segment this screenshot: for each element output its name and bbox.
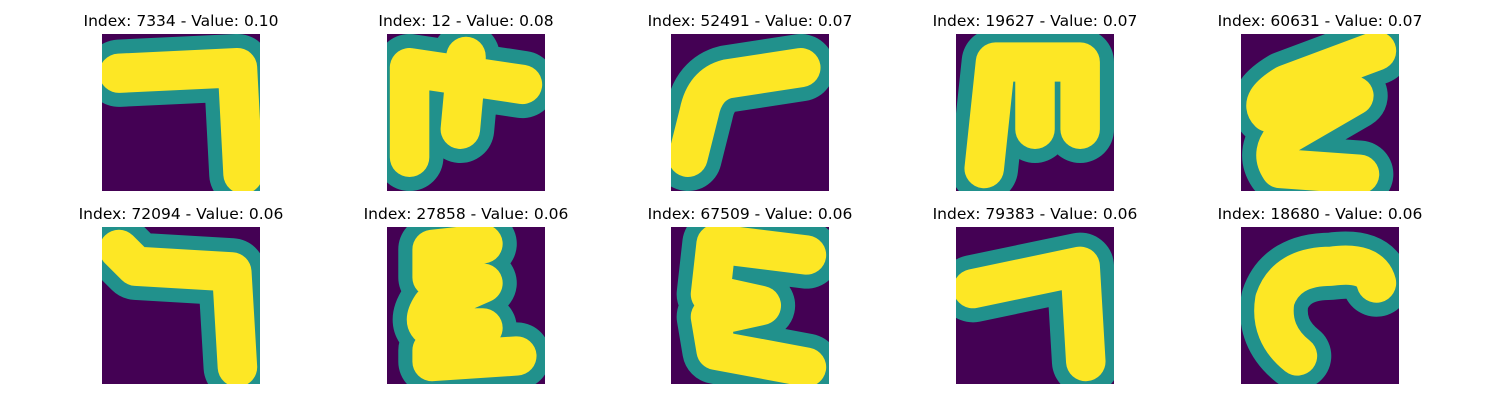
panel-title: Index: 18680 - Value: 0.06 <box>1217 205 1423 223</box>
digit-image <box>671 227 829 384</box>
panel-title: Index: 79383 - Value: 0.06 <box>932 205 1138 223</box>
panel-title: Index: 27858 - Value: 0.06 <box>363 205 569 223</box>
panel-title: Index: 19627 - Value: 0.07 <box>932 12 1138 30</box>
panel-title: Index: 7334 - Value: 0.10 <box>83 12 279 30</box>
panel-title: Index: 12 - Value: 0.08 <box>378 12 554 30</box>
panel-title: Index: 72094 - Value: 0.06 <box>78 205 284 223</box>
panel-title: Index: 52491 - Value: 0.07 <box>647 12 853 30</box>
panel-title: Index: 67509 - Value: 0.06 <box>647 205 853 223</box>
panel-title: Index: 60631 - Value: 0.07 <box>1217 12 1423 30</box>
digit-image <box>671 34 829 191</box>
digit-image <box>102 227 260 384</box>
digit-image <box>1241 34 1399 191</box>
digit-image <box>387 227 545 384</box>
digit-image <box>956 34 1114 191</box>
digit-image <box>102 34 260 191</box>
digit-image <box>1241 227 1399 384</box>
digit-image <box>387 34 545 191</box>
digit-image <box>956 227 1114 384</box>
